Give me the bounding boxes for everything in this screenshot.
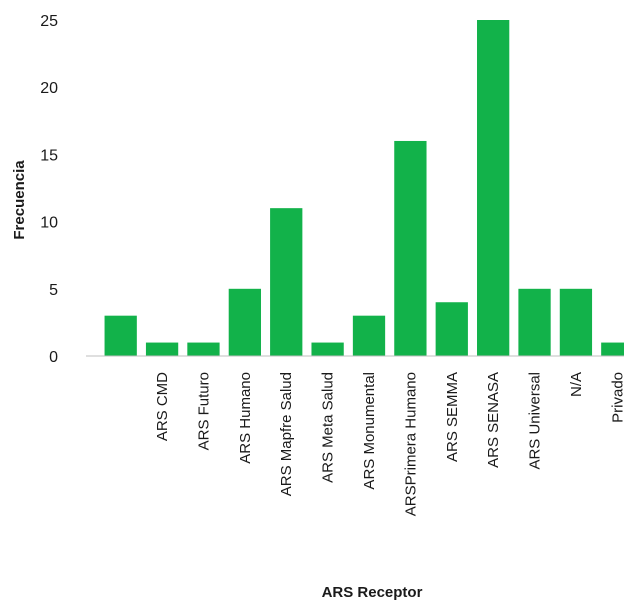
x-category-label: ARS Universal	[527, 372, 544, 470]
bar	[518, 288, 551, 356]
x-category-label: ARS CMD	[154, 372, 171, 441]
y-axis-title: Frecuencia	[11, 160, 28, 240]
bar	[311, 342, 344, 356]
x-category-label: ARS Futuro	[195, 372, 212, 450]
y-tick-label: 0	[49, 349, 58, 366]
y-tick-label: 20	[40, 80, 58, 97]
bar	[477, 20, 510, 356]
y-tick-label: 15	[40, 147, 58, 164]
bar	[352, 315, 386, 356]
bar	[270, 208, 303, 356]
x-category-label: Privado	[609, 372, 624, 423]
bar	[104, 315, 137, 356]
y-tick-label: 10	[40, 215, 58, 232]
x-category-label: ARS Meta Salud	[320, 372, 337, 483]
bar	[559, 288, 593, 356]
x-axis-title: ARS Receptor	[322, 584, 423, 601]
x-category-label: ARS SEMMA	[444, 372, 461, 462]
x-axis-labels: ARS CMD ARS Futuro ARS Humano ARS Mapfre Sa…	[154, 372, 624, 516]
x-category-label: ARS Humano	[237, 372, 254, 464]
bar	[187, 342, 220, 356]
y-axis-ticks: 0 5 10 15 20 25	[40, 13, 58, 366]
bar	[601, 342, 624, 356]
bar	[228, 288, 261, 356]
bar	[435, 302, 468, 356]
x-category-label: ARSPrimera Humano	[402, 372, 419, 516]
x-category-label: ARS Mapfre Salud	[278, 372, 295, 496]
bar	[145, 342, 179, 356]
x-category-label: ARS Monumental	[361, 372, 378, 490]
y-tick-label: 5	[49, 282, 58, 299]
bars	[104, 20, 624, 356]
x-category-label: ARS SENASA	[485, 372, 502, 468]
y-tick-label: 25	[40, 13, 58, 30]
bar	[394, 140, 427, 356]
x-category-label: N/A	[568, 372, 585, 397]
